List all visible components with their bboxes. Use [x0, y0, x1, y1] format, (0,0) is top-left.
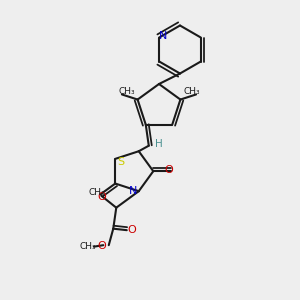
Text: CH₃: CH₃ — [183, 87, 200, 96]
Text: N: N — [159, 31, 167, 41]
Text: S: S — [117, 157, 124, 167]
Text: CH₃: CH₃ — [118, 87, 135, 96]
Text: CH₃: CH₃ — [88, 188, 105, 196]
Text: O: O — [98, 241, 106, 251]
Text: CH₃: CH₃ — [80, 242, 96, 251]
Text: H: H — [155, 139, 163, 149]
Text: O: O — [98, 192, 106, 202]
Text: O: O — [164, 165, 172, 175]
Text: O: O — [128, 225, 136, 235]
Text: N: N — [129, 186, 138, 196]
